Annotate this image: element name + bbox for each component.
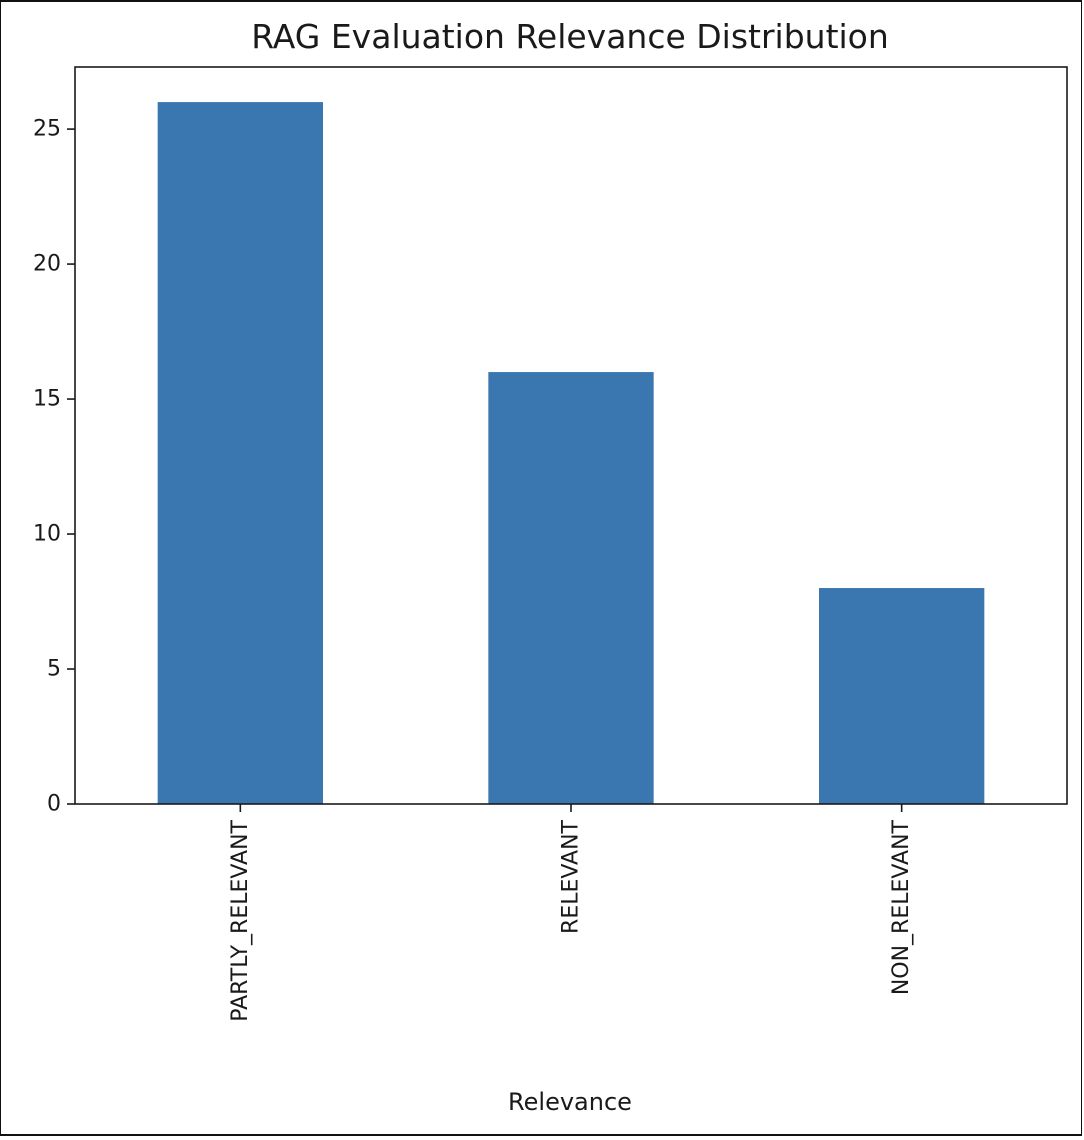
y-tick-label: 0 <box>47 792 61 817</box>
y-tick-label: 20 <box>33 252 61 277</box>
x-axis-label: Relevance <box>508 1088 632 1116</box>
x-tick-label: RELEVANT <box>559 819 584 933</box>
x-tick-label: NON_RELEVANT <box>889 819 914 995</box>
x-axis: PARTLY_RELEVANT RELEVANT NON_RELEVANT <box>228 804 914 1022</box>
y-tick-label: 15 <box>33 387 61 412</box>
y-tick-label: 5 <box>47 657 61 682</box>
y-tick-label: 10 <box>33 522 61 547</box>
bars-layer <box>157 102 985 805</box>
y-axis: 0 5 10 15 20 25 <box>33 117 75 817</box>
bar-partly-relevant <box>157 102 323 805</box>
bar-relevant <box>488 372 654 804</box>
y-tick-label: 25 <box>33 117 61 142</box>
x-tick-label: PARTLY_RELEVANT <box>228 819 253 1021</box>
bar-non-relevant <box>819 588 985 804</box>
chart-title: RAG Evaluation Relevance Distribution <box>251 17 889 56</box>
